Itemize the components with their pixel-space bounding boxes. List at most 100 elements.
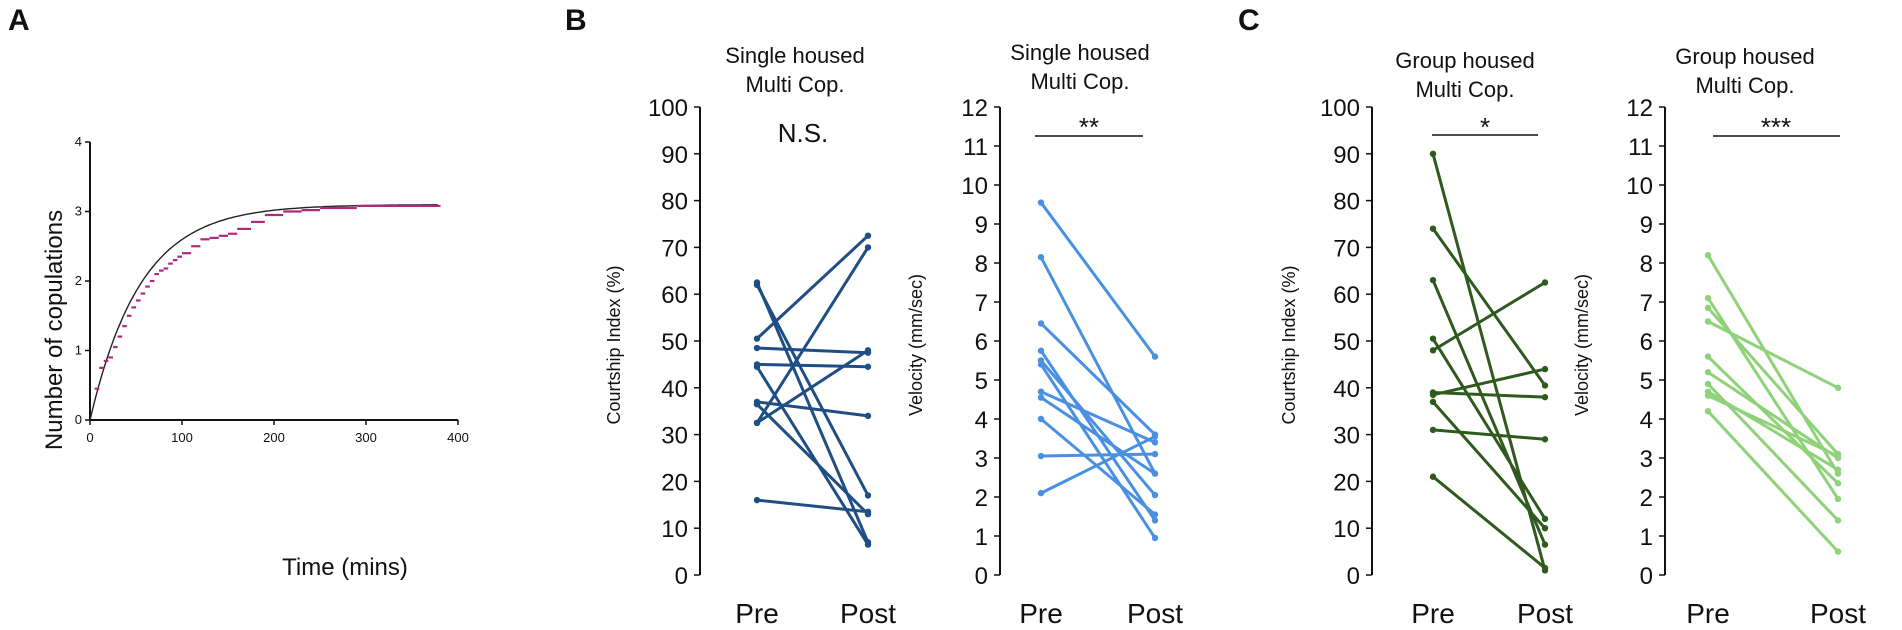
panel-c-left-post-point (1541, 525, 1549, 532)
panel-b-left-pair-line (755, 245, 870, 425)
panel-c-left-y-tick-label: 70 (1333, 235, 1360, 262)
panel-a-x-tick-label: 0 (86, 430, 93, 445)
panel-b-left-y-tick-label: 40 (661, 376, 688, 403)
panel-b-left-title-line1: Single housed (725, 43, 864, 68)
panel-c-right-post-point (1834, 452, 1842, 460)
panel-c-left-post-point (1541, 393, 1549, 401)
panel-c-right-pre-point (1704, 392, 1712, 399)
panel-b-right-pair-line (1039, 390, 1157, 444)
panel-c-left-post-point (1541, 365, 1549, 373)
panel-b-left-pair-line (755, 281, 870, 544)
panel-b-right-post-point (1151, 517, 1159, 524)
panel-b-right-sig-label: ** (1079, 112, 1099, 142)
panel-b-right-y-tick-label: 9 (975, 212, 988, 239)
panel-c-right-post-point (1834, 548, 1842, 555)
panel-c-right-y-tick-label: 1 (1640, 524, 1653, 551)
panel-c-right-post-point (1834, 466, 1842, 473)
panel-b-left-y-tick-label: 0 (675, 563, 688, 590)
panel-c-left-pre-point (1429, 398, 1437, 406)
panel-b-right-pair-line (1039, 417, 1157, 517)
panel-a-y-tick-label: 3 (75, 204, 82, 219)
panel-c-left-y-axis-label: Courtship Index (%) (1279, 265, 1299, 424)
panel-c-right-y-tick-label: 7 (1640, 290, 1653, 317)
panel-b-left-post-point (864, 492, 872, 499)
panel-b-right-pre-point (1037, 415, 1045, 423)
panel-c-left-pair-line (1431, 337, 1547, 521)
panel-b-left-pair-line (755, 234, 870, 341)
panel-b-right-pre-point (1037, 489, 1045, 497)
panel-b-left-post-point (864, 363, 872, 370)
panel-b-right-pair-line (1039, 201, 1157, 359)
panel-b-right-post-point (1151, 439, 1159, 446)
panel-b-left-pre-point (753, 400, 761, 408)
panel-b-right-pre-point (1037, 452, 1045, 460)
panel-b-right-post-point (1151, 534, 1159, 542)
panel-b-right-pre-point (1037, 394, 1045, 401)
panel-c-right-pair-line (1706, 394, 1840, 458)
panel-b-right-y-tick-label: 2 (975, 485, 988, 512)
panel-b-left-post-point (864, 412, 872, 420)
panel-b-right-pair-line (1039, 396, 1157, 476)
panel-b-left-post-point (864, 232, 872, 239)
panel-b-left-pair-line (755, 365, 870, 547)
panel-c-right-pre-point (1704, 318, 1712, 325)
panel-letter-a: A (8, 4, 30, 37)
panel-b-left-y-axis-label: Courtship Index (%) (604, 265, 624, 424)
panel-b-left-y-tick-label: 80 (661, 189, 688, 216)
panel-b-right-pair-line (1039, 362, 1157, 540)
panel-b-left-pair-line (755, 348, 870, 425)
panel-c-left-y-tick-label: 100 (1320, 95, 1360, 122)
panel-c-courtship-plot: Group housed Multi Cop. Courtship Index … (1279, 48, 1573, 629)
panel-c-left-pair-line (1431, 475, 1547, 570)
panel-a-fit-curve (89, 204, 438, 421)
panel-c-right-pre-point (1704, 252, 1712, 259)
panel-b-right-pair-line (1039, 435, 1157, 495)
panel-letter-b: B (565, 4, 587, 37)
panel-b-right-x-label-post: Post (1127, 598, 1183, 629)
panel-b-courtship-plot: Single housed Multi Cop. Courtship Index… (604, 43, 896, 629)
panel-c-right-pair-line (1706, 320, 1840, 390)
panel-b-left-pair-line (755, 362, 870, 369)
panel-c-left-pair-line (1431, 400, 1547, 530)
panel-b-right-pre-point (1037, 253, 1045, 261)
panel-a-y-tick-label: 0 (75, 412, 82, 427)
panel-b-right-y-tick-label: 6 (975, 329, 988, 356)
panel-c-right-pre-point (1704, 369, 1712, 376)
panel-c-left-pre-point (1429, 391, 1437, 399)
panel-c-left-y-tick-label: 90 (1333, 142, 1360, 169)
panel-c-left-pre-point (1429, 150, 1437, 157)
panel-b-left-pair-line (755, 283, 870, 497)
panel-b-left-y-tick-label: 100 (648, 95, 688, 122)
panel-a-x-tick-label: 100 (171, 430, 193, 445)
panel-c-left-pre-point (1429, 276, 1437, 284)
panel-c-left-pair-line (1431, 227, 1547, 387)
panel-c-velocity-plot: Group housed Multi Cop. Velocity (mm/sec… (1572, 44, 1866, 629)
panel-c-right-pre-point (1704, 304, 1712, 312)
panel-c-right-y-tick-label: 11 (1628, 134, 1653, 161)
panel-b-right-y-tick-label: 12 (961, 95, 988, 122)
panel-b-right-title-line2: Multi Cop. (1030, 69, 1129, 94)
panel-b-velocity-plot: Single housed Multi Cop. Velocity (mm/se… (906, 40, 1183, 629)
panel-b-right-post-point (1151, 433, 1159, 440)
panel-b-left-post-point (864, 347, 872, 354)
panel-letter-c: C (1238, 4, 1260, 37)
panel-b-right-y-tick-label: 5 (975, 368, 988, 395)
panel-c-left-y-tick-label: 80 (1333, 189, 1360, 216)
panel-c-left-y-tick-label: 60 (1333, 282, 1360, 309)
panel-c-left-y-tick-label: 40 (1333, 376, 1360, 403)
panel-a-x-tick-label: 300 (355, 430, 377, 445)
panel-b-right-y-tick-label: 4 (975, 407, 988, 434)
panel-c-left-y-tick-label: 30 (1333, 423, 1360, 450)
panel-b-right-pair-line (1039, 359, 1157, 497)
panel-b-right-post-point (1151, 353, 1159, 360)
panel-c-right-pair-line (1706, 370, 1840, 460)
panel-c-right-y-tick-label: 4 (1640, 407, 1653, 434)
panel-c-right-y-tick-label: 10 (1626, 173, 1653, 200)
panel-b-right-y-tick-label: 1 (975, 524, 988, 551)
panel-b-right-y-tick-label: 7 (975, 290, 988, 317)
panel-c-left-x-label-pre: Pre (1411, 598, 1455, 629)
panel-c-right-y-tick-label: 8 (1640, 251, 1653, 278)
panel-c-right-pre-point (1704, 353, 1712, 360)
panel-c-left-post-point (1541, 564, 1549, 572)
panel-c-left-y-tick-label: 0 (1347, 563, 1360, 590)
